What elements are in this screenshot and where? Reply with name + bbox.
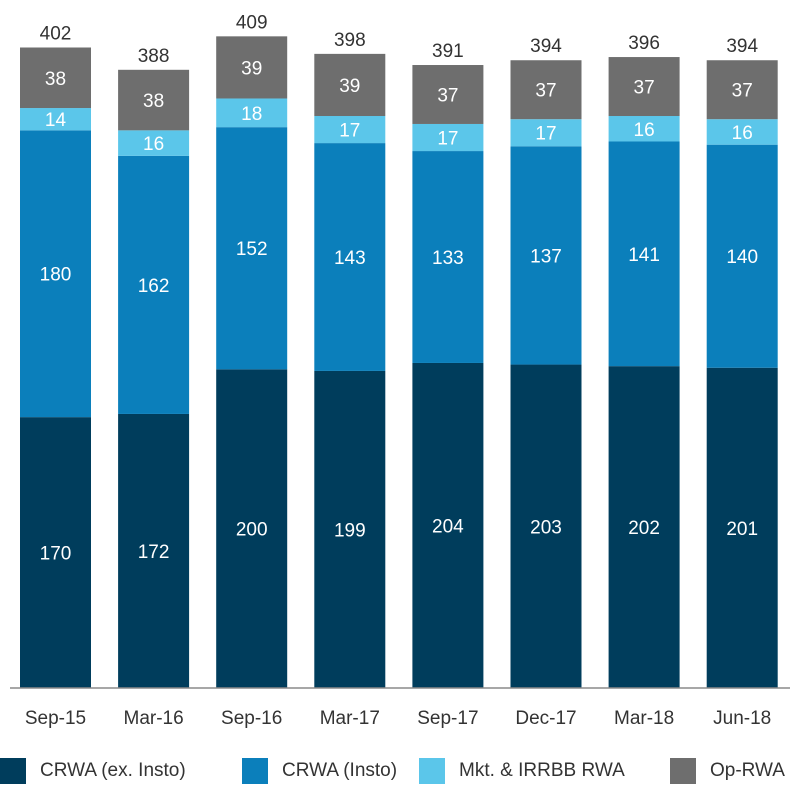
total-label-mar-18: 396 [628,33,660,54]
data-label-op-rwa-dec-17: 37 [535,81,556,102]
bar-segment-crwa-ex-insto-sep-15 [20,417,91,688]
bar-segment-crwa-ex-insto-dec-17 [510,364,582,688]
total-label-sep-17: 391 [432,41,464,62]
bar-segment-mkt-irrbb-rwa-mar-16 [118,130,190,156]
bar-segment-crwa-ex-insto-mar-18 [608,366,680,688]
bar-segment-mkt-irrbb-rwa-jun-18 [706,119,778,145]
legend-item-crwa-insto: CRWA (Insto) [242,758,397,784]
data-label-mkt-irrbb-rwa-sep-16: 18 [241,104,262,125]
bar-segment-mkt-irrbb-rwa-sep-15 [20,108,91,131]
legend-label-crwa-insto: CRWA (Insto) [282,760,398,781]
stacked-bar-chart: 170 180 14 38 402 Sep-15 172 162 16 38 388 Mar-16 20… [10,12,790,729]
data-label-op-rwa-mar-16: 38 [143,91,164,112]
data-label-op-rwa-sep-15: 38 [45,69,66,90]
bar-segment-mkt-irrbb-rwa-dec-17 [510,119,582,147]
legend-item-mkt-irrbb-rwa: Mkt. & IRRBB RWA [419,758,625,784]
data-label-crwa-insto-sep-16: 152 [236,239,268,260]
data-label-crwa-ex-insto-sep-17: 204 [432,516,464,537]
bar-segment-op-rwa-jun-18 [706,60,778,120]
data-label-crwa-ex-insto-mar-18: 202 [628,518,660,539]
data-label-op-rwa-sep-17: 37 [437,85,458,106]
bar-segment-crwa-insto-sep-15 [20,130,91,418]
data-label-mkt-irrbb-rwa-sep-17: 17 [437,129,458,150]
data-label-crwa-ex-insto-dec-17: 203 [530,517,562,538]
data-label-op-rwa-mar-17: 39 [339,76,360,97]
bar-segment-crwa-insto-sep-16 [216,127,288,370]
data-label-crwa-insto-sep-17: 133 [432,248,464,269]
bar-segment-crwa-ex-insto-sep-16 [216,369,288,688]
data-label-mkt-irrbb-rwa-mar-18: 16 [634,120,655,141]
legend-label-mkt-irrbb-rwa: Mkt. & IRRBB RWA [459,760,625,781]
bar-segment-crwa-insto-mar-18 [608,141,680,367]
data-label-crwa-ex-insto-mar-17: 199 [334,520,366,541]
x-tick-label-sep-15: Sep-15 [25,708,86,729]
bar-segment-mkt-irrbb-rwa-sep-16 [216,98,288,128]
data-label-crwa-insto-jun-18: 140 [726,247,758,268]
data-label-crwa-insto-mar-18: 141 [628,245,660,266]
data-label-mkt-irrbb-rwa-jun-18: 16 [732,123,753,144]
bar-segment-crwa-ex-insto-sep-17 [412,362,484,688]
bar-segment-crwa-insto-sep-17 [412,151,484,363]
bar-segment-mkt-irrbb-rwa-sep-17 [412,123,484,152]
bar-segment-op-rwa-sep-15 [20,47,91,109]
data-label-mkt-irrbb-rwa-mar-17: 17 [339,121,360,142]
x-tick-label-mar-16: Mar-16 [124,708,184,729]
bar-segment-crwa-insto-dec-17 [510,146,582,365]
data-label-crwa-ex-insto-sep-15: 170 [40,544,72,565]
bar-segment-crwa-ex-insto-mar-16 [118,413,190,688]
bar-segment-op-rwa-dec-17 [510,60,582,120]
data-label-op-rwa-mar-18: 37 [634,78,655,99]
data-label-mkt-irrbb-rwa-sep-15: 14 [45,110,67,131]
legend-swatch-op-rwa [670,758,696,784]
total-label-sep-15: 402 [40,23,72,44]
data-label-mkt-irrbb-rwa-dec-17: 17 [535,124,556,145]
x-tick-label-sep-16: Sep-16 [221,708,282,729]
legend-swatch-crwa-insto [242,758,268,784]
bar-segment-op-rwa-sep-16 [216,36,288,99]
data-label-crwa-ex-insto-mar-16: 172 [138,542,170,563]
bar-segment-crwa-ex-insto-mar-17 [314,370,386,688]
total-label-mar-17: 398 [334,30,366,51]
x-tick-label-jun-18: Jun-18 [713,708,771,729]
bar-segment-op-rwa-mar-17 [314,53,386,117]
chart-legend: CRWA (ex. Insto) CRWA (Insto) Mkt. & IRR… [0,758,790,788]
bar-segment-crwa-insto-mar-17 [314,143,386,371]
bar-segment-mkt-irrbb-rwa-mar-18 [608,116,680,142]
total-label-jun-18: 394 [726,36,758,57]
legend-label-crwa-ex-insto: CRWA (ex. Insto) [40,760,186,781]
bar-segment-crwa-insto-jun-18 [706,144,778,368]
legend-item-crwa-ex-insto: CRWA (ex. Insto) [0,758,186,784]
total-label-dec-17: 394 [530,36,562,57]
data-label-mkt-irrbb-rwa-mar-16: 16 [143,134,164,155]
legend-label-op-rwa: Op-RWA [710,760,785,781]
x-tick-label-dec-17: Dec-17 [515,708,576,729]
data-label-crwa-insto-dec-17: 137 [530,246,562,267]
x-tick-label-mar-17: Mar-17 [320,708,380,729]
legend-swatch-crwa-ex-insto [0,758,26,784]
data-label-op-rwa-jun-18: 37 [732,81,753,102]
bar-segment-op-rwa-sep-17 [412,65,484,124]
bar-segment-crwa-ex-insto-jun-18 [706,367,778,688]
data-label-op-rwa-sep-16: 39 [241,58,262,79]
x-tick-label-sep-17: Sep-17 [417,708,478,729]
bar-segment-op-rwa-mar-16 [118,69,190,131]
data-label-crwa-insto-mar-16: 162 [138,276,170,297]
legend-swatch-mkt-irrbb-rwa [419,758,445,784]
x-tick-label-mar-18: Mar-18 [614,708,674,729]
data-label-crwa-ex-insto-sep-16: 200 [236,520,268,541]
total-label-mar-16: 388 [138,46,170,67]
total-label-sep-16: 409 [236,12,268,33]
legend-item-op-rwa: Op-RWA [670,758,785,784]
bar-segment-crwa-insto-mar-16 [118,155,190,414]
data-label-crwa-ex-insto-jun-18: 201 [726,519,758,540]
bar-segment-op-rwa-mar-18 [608,57,680,117]
data-label-crwa-insto-mar-17: 143 [334,248,366,269]
data-label-crwa-insto-sep-15: 180 [40,265,72,286]
bar-segment-mkt-irrbb-rwa-mar-17 [314,116,386,144]
